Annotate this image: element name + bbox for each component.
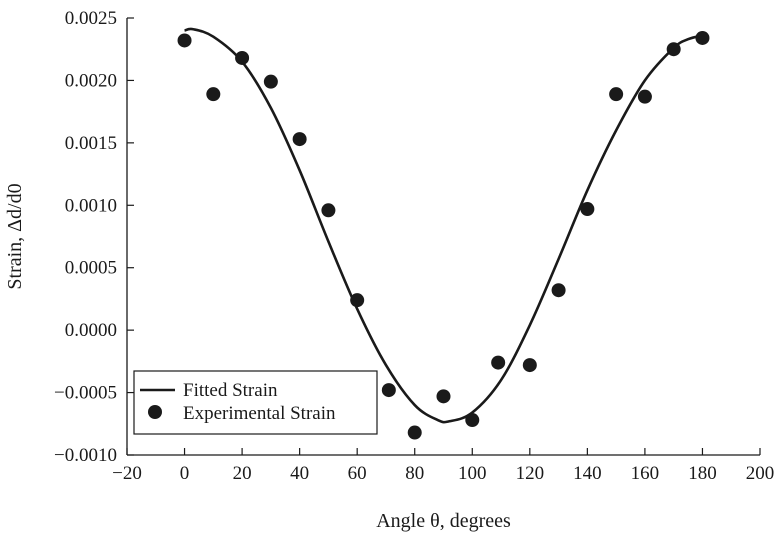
experimental-point <box>436 389 451 404</box>
plot-frame <box>126 18 760 456</box>
y-tick-label: −0.0005 <box>54 383 117 404</box>
x-axis-ticks: −20 0 20 40 60 80 100 120 140 160 180 200 <box>112 448 774 484</box>
experimental-point <box>235 50 250 65</box>
experimental-point <box>350 293 365 308</box>
x-tick-label: −20 <box>112 463 142 484</box>
x-tick-label: 80 <box>405 463 424 484</box>
x-tick-label: 60 <box>348 463 367 484</box>
experimental-point <box>321 203 336 218</box>
y-tick-label: −0.0010 <box>54 445 117 466</box>
y-axis-label: Strain, Δd/d0 <box>4 183 26 289</box>
experimental-point <box>177 33 192 48</box>
y-axis-ticks: −0.0010 −0.0005 0.0000 0.0005 0.0010 0.0015 0.… <box>54 8 134 466</box>
experimental-point <box>637 89 652 104</box>
y-tick-label: 0.0005 <box>65 258 117 279</box>
experimental-point <box>206 87 221 102</box>
legend: Fitted Strain Experimental Strain <box>133 370 378 435</box>
experimental-point <box>609 87 624 102</box>
y-tick-label: 0.0015 <box>65 133 117 154</box>
x-axis-label: Angle θ, degrees <box>376 510 511 532</box>
experimental-point <box>580 202 595 217</box>
y-tick-label: 0.0025 <box>65 8 117 29</box>
x-tick-label: 140 <box>573 463 602 484</box>
x-tick-label: 160 <box>631 463 660 484</box>
y-tick-label: 0.0010 <box>65 195 117 216</box>
y-tick-label: 0.0000 <box>65 320 117 341</box>
experimental-point <box>491 355 506 370</box>
experimental-point <box>695 30 710 45</box>
fitted-strain-line <box>184 27 703 424</box>
experimental-point <box>666 42 681 57</box>
experimental-point <box>407 425 422 440</box>
x-tick-label: 0 <box>180 463 190 484</box>
x-tick-label: 20 <box>233 463 252 484</box>
x-tick-label: 200 <box>746 463 775 484</box>
legend-fitted-label: Fitted Strain <box>183 380 278 401</box>
x-tick-label: 100 <box>458 463 487 484</box>
experimental-point <box>381 383 396 398</box>
x-tick-label: 180 <box>688 463 717 484</box>
experimental-point <box>263 74 278 89</box>
legend-box <box>133 370 378 435</box>
x-tick-label: 120 <box>516 463 545 484</box>
x-tick-label: 40 <box>290 463 309 484</box>
experimental-point <box>292 132 307 147</box>
experimental-point <box>522 358 537 373</box>
series-layer <box>177 27 710 440</box>
legend-experimental-label: Experimental Strain <box>183 403 336 424</box>
legend-marker-swatch <box>148 405 162 419</box>
experimental-point <box>551 283 566 298</box>
y-tick-label: 0.0020 <box>65 70 117 91</box>
experimental-point <box>465 413 480 428</box>
